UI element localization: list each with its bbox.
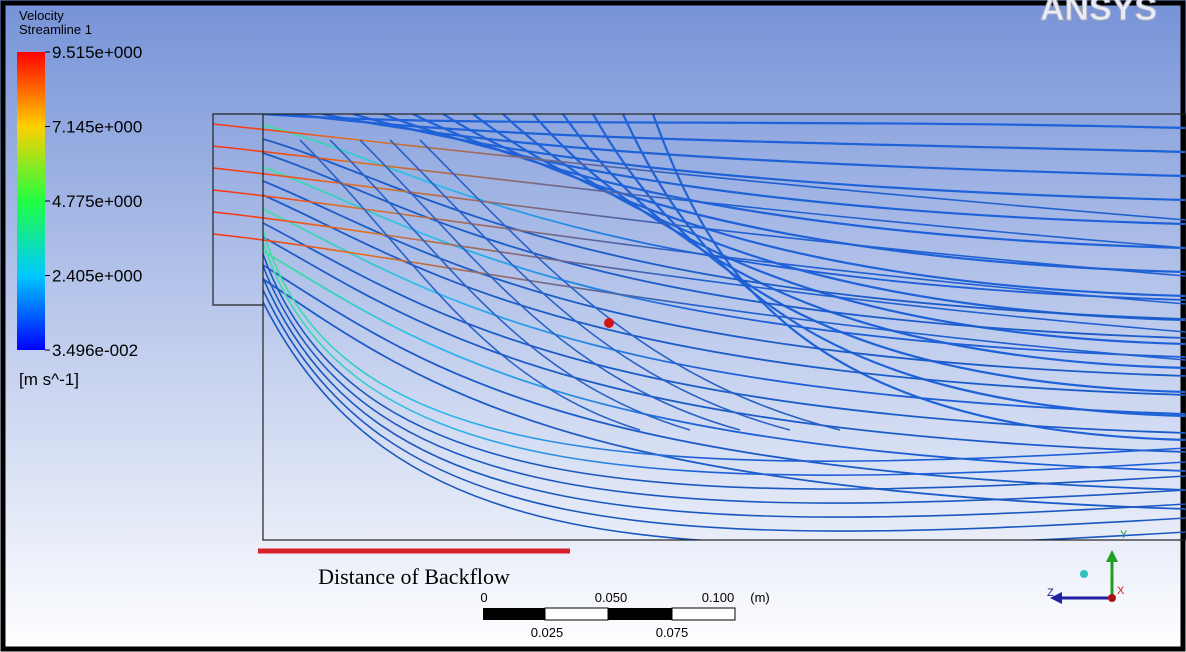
scale-label: 0.050 [595, 590, 628, 605]
scale-unit: (m) [750, 590, 770, 605]
legend-label: 3.496e-002 [52, 341, 138, 360]
triad-label: Y [1120, 529, 1128, 541]
legend-title: Velocity [19, 8, 64, 23]
scale-label: 0.075 [656, 625, 689, 640]
color-bar [17, 52, 45, 350]
triad-label: X [1117, 585, 1125, 597]
legend-label: 9.515e+000 [52, 43, 142, 62]
scale-label: 0.100 [702, 590, 735, 605]
logo: ANSYS [1040, 0, 1157, 28]
probe-point [604, 318, 614, 328]
scale-label: 0 [480, 590, 487, 605]
annotation: Distance of Backflow [318, 564, 510, 589]
legend-unit: [m s^-1] [19, 370, 79, 389]
scale-label: 0.025 [531, 625, 564, 640]
legend-label: 2.405e+000 [52, 267, 142, 286]
legend-label: 4.775e+000 [52, 192, 142, 211]
triad-label: Z [1047, 587, 1054, 599]
legend-subtitle: Streamline 1 [19, 22, 92, 37]
legend-label: 7.145e+000 [52, 118, 142, 137]
screenshot: ANSYS Velocity Streamline 1 9.515e+000 7.… [0, 0, 1186, 652]
scale-bar [483, 608, 735, 620]
